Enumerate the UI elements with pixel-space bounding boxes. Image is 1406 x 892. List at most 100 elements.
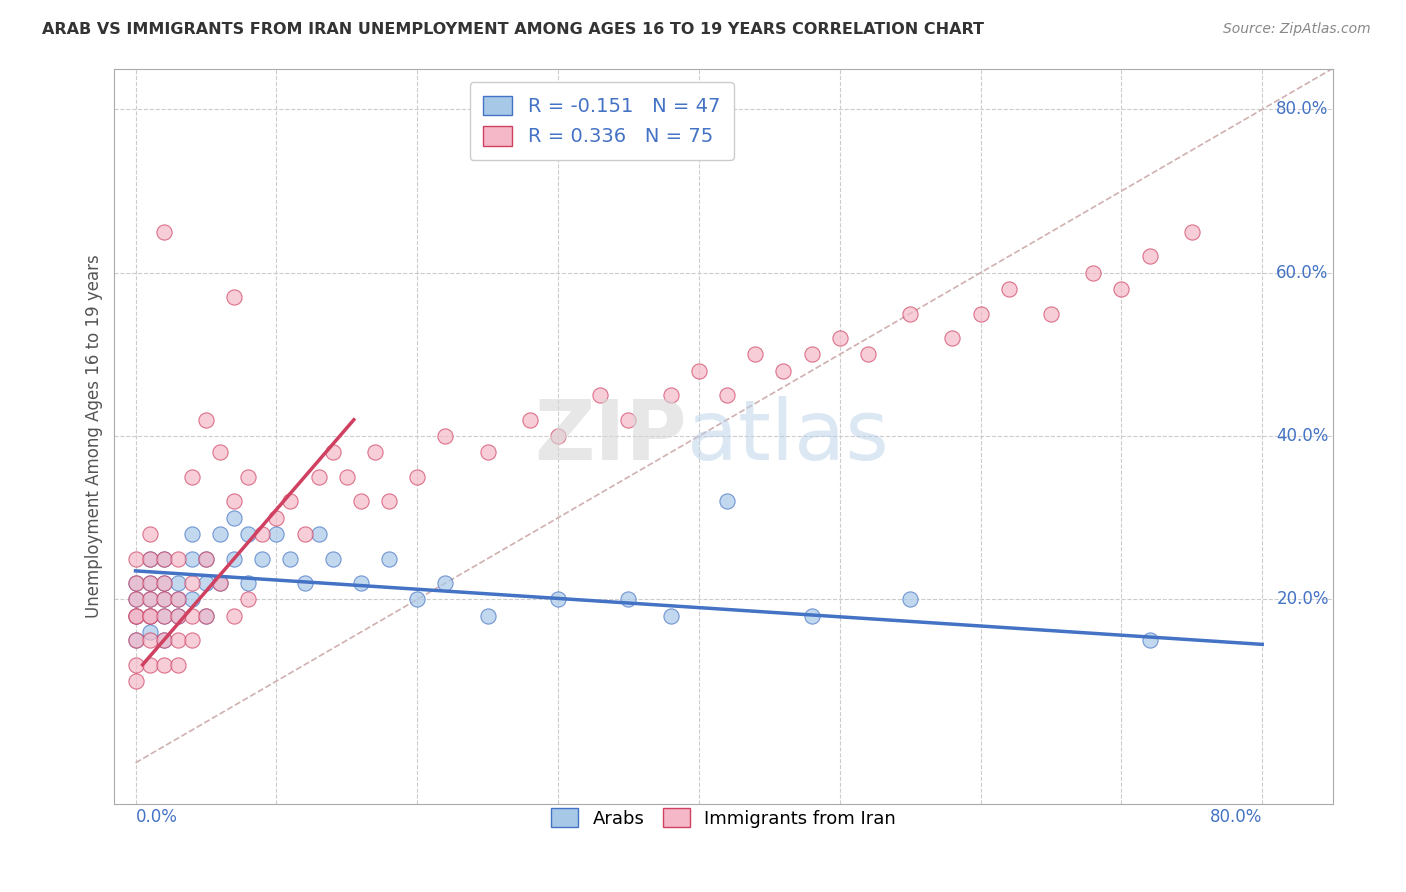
Point — [208, 576, 231, 591]
Point — [406, 592, 429, 607]
Point — [350, 576, 373, 591]
Point — [194, 576, 217, 591]
Point — [180, 576, 202, 591]
Point — [166, 608, 188, 623]
Point — [800, 608, 823, 623]
Point — [238, 592, 260, 607]
Point — [138, 592, 160, 607]
Text: 80.0%: 80.0% — [1277, 101, 1329, 119]
Point — [124, 674, 146, 689]
Point — [378, 551, 401, 566]
Point — [208, 527, 231, 541]
Point — [138, 608, 160, 623]
Y-axis label: Unemployment Among Ages 16 to 19 years: Unemployment Among Ages 16 to 19 years — [86, 254, 103, 618]
Point — [547, 429, 569, 443]
Point — [280, 494, 302, 508]
Point — [266, 527, 288, 541]
Point — [547, 592, 569, 607]
Point — [152, 551, 174, 566]
Point — [166, 592, 188, 607]
Point — [166, 576, 188, 591]
Point — [180, 633, 202, 648]
Point — [180, 470, 202, 484]
Point — [434, 429, 457, 443]
Point — [138, 608, 160, 623]
Point — [224, 551, 246, 566]
Point — [224, 290, 246, 304]
Point — [152, 633, 174, 648]
Point — [124, 592, 146, 607]
Point — [166, 592, 188, 607]
Text: ZIP: ZIP — [534, 395, 688, 476]
Point — [138, 551, 160, 566]
Point — [688, 364, 710, 378]
Text: ARAB VS IMMIGRANTS FROM IRAN UNEMPLOYMENT AMONG AGES 16 TO 19 YEARS CORRELATION : ARAB VS IMMIGRANTS FROM IRAN UNEMPLOYMEN… — [42, 22, 984, 37]
Point — [294, 527, 316, 541]
Text: 20.0%: 20.0% — [1277, 591, 1329, 608]
Point — [224, 510, 246, 524]
Point — [322, 445, 344, 459]
Point — [138, 576, 160, 591]
Point — [744, 347, 766, 361]
Point — [124, 592, 146, 607]
Point — [800, 347, 823, 361]
Point — [659, 388, 682, 402]
Point — [308, 527, 330, 541]
Point — [378, 494, 401, 508]
Point — [180, 527, 202, 541]
Point — [617, 413, 640, 427]
Point — [941, 331, 963, 345]
Point — [152, 608, 174, 623]
Point — [659, 608, 682, 623]
Point — [997, 282, 1019, 296]
Point — [124, 633, 146, 648]
Point — [208, 445, 231, 459]
Point — [138, 527, 160, 541]
Text: 60.0%: 60.0% — [1277, 264, 1329, 282]
Point — [124, 608, 146, 623]
Point — [124, 576, 146, 591]
Point — [772, 364, 794, 378]
Point — [364, 445, 387, 459]
Point — [152, 592, 174, 607]
Point — [166, 551, 188, 566]
Point — [238, 527, 260, 541]
Text: 0.0%: 0.0% — [135, 808, 177, 826]
Point — [1181, 225, 1204, 239]
Point — [1139, 249, 1161, 263]
Point — [124, 657, 146, 672]
Point — [152, 576, 174, 591]
Point — [238, 576, 260, 591]
Point — [194, 608, 217, 623]
Point — [138, 592, 160, 607]
Point — [166, 657, 188, 672]
Point — [406, 470, 429, 484]
Point — [194, 413, 217, 427]
Point — [898, 307, 921, 321]
Point — [224, 608, 246, 623]
Point — [152, 576, 174, 591]
Point — [152, 592, 174, 607]
Point — [898, 592, 921, 607]
Point — [166, 608, 188, 623]
Point — [350, 494, 373, 508]
Text: Source: ZipAtlas.com: Source: ZipAtlas.com — [1223, 22, 1371, 37]
Legend: Arabs, Immigrants from Iran: Arabs, Immigrants from Iran — [544, 801, 903, 835]
Point — [180, 592, 202, 607]
Point — [208, 576, 231, 591]
Point — [322, 551, 344, 566]
Point — [1039, 307, 1062, 321]
Point — [124, 633, 146, 648]
Point — [138, 608, 160, 623]
Point — [280, 551, 302, 566]
Point — [519, 413, 541, 427]
Point — [336, 470, 359, 484]
Point — [138, 657, 160, 672]
Point — [124, 608, 146, 623]
Text: atlas: atlas — [688, 395, 889, 476]
Point — [180, 608, 202, 623]
Point — [138, 551, 160, 566]
Point — [152, 633, 174, 648]
Point — [266, 510, 288, 524]
Point — [152, 608, 174, 623]
